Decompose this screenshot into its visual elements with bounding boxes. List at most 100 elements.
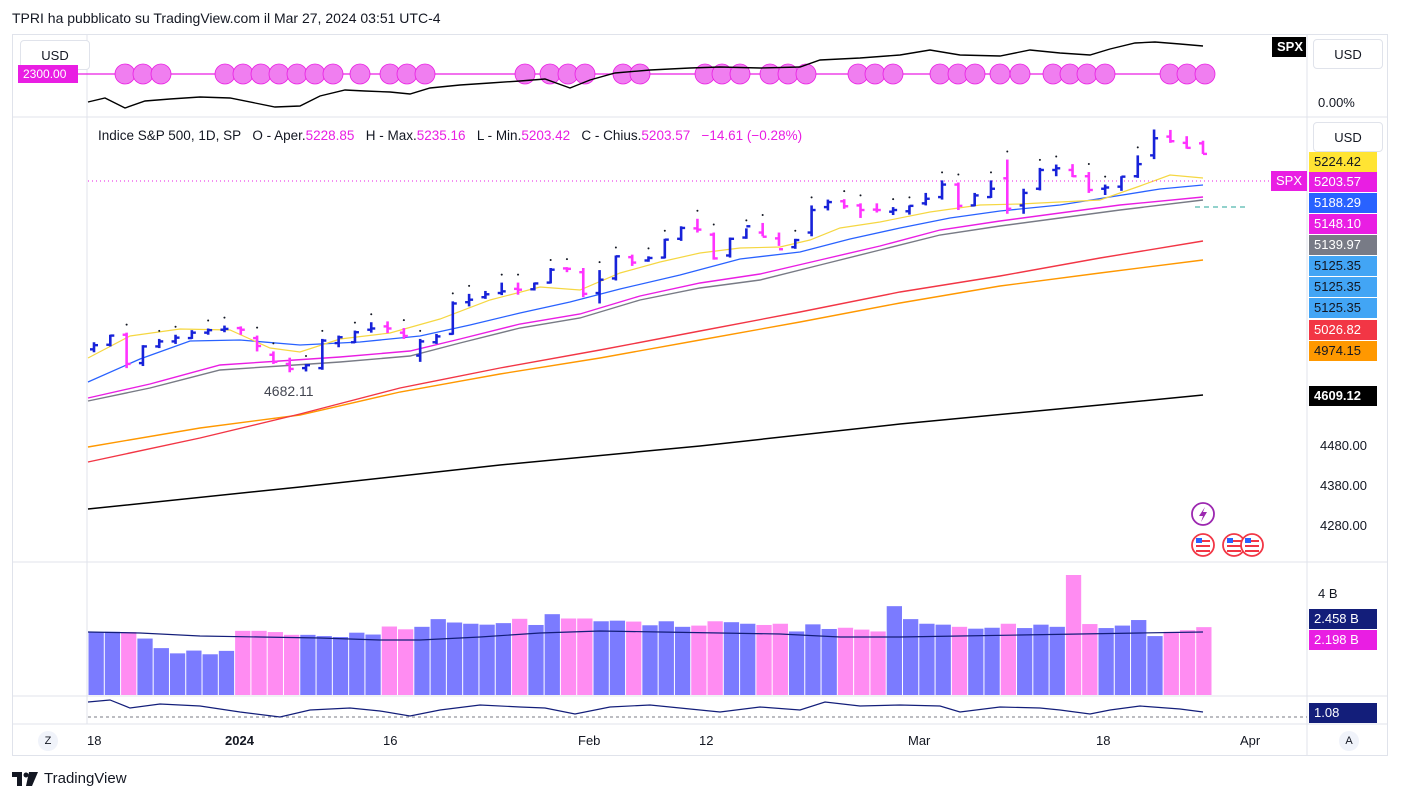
ohlc-bar [399, 328, 408, 339]
time-label-1: 18 [87, 733, 102, 748]
signal-dot [468, 284, 471, 287]
legend-low: 5203.42 [521, 128, 571, 143]
ohlc-bar [236, 326, 245, 335]
signal-circle [574, 63, 596, 85]
low-annotation: 4682.11 [264, 383, 314, 399]
ohlc-bar [595, 270, 604, 304]
signal-circle [250, 63, 272, 85]
signal-dot [941, 171, 944, 174]
ohlc-bar [954, 182, 963, 211]
ohlc-bar [220, 325, 229, 333]
volume-bar [512, 618, 528, 695]
volume-bar [674, 626, 691, 695]
ohlc-bar [1003, 159, 1012, 214]
volume-bar [218, 650, 235, 695]
legend-high-label: H - Max. [365, 128, 417, 143]
price-scale-label: 5148.10 [1309, 214, 1377, 234]
ohlc-bar [204, 328, 213, 335]
volume-bar [381, 626, 398, 695]
top-pct-label: 0.00% [1318, 95, 1355, 110]
legend-open: 5228.85 [305, 128, 355, 143]
time-label-2: 2024 [225, 733, 254, 748]
volume-bar [886, 606, 902, 695]
price-scale-label: 4609.12 [1309, 386, 1377, 406]
ohlc-bar [644, 256, 653, 262]
ma-blue-line [87, 184, 1204, 383]
volume-bar [609, 620, 626, 695]
zoom-reset-button[interactable]: Z [38, 731, 58, 751]
ohlc-bar [921, 192, 930, 206]
main-currency-button[interactable]: USD [1313, 122, 1383, 152]
signal-circle [150, 63, 172, 85]
volume-bar [398, 629, 414, 695]
signal-dots [125, 146, 1139, 357]
signal-dot [794, 229, 797, 232]
volume-bar [593, 621, 609, 695]
ohlc-bar [1117, 175, 1126, 191]
ohlc-bar [350, 330, 359, 344]
time-label-5: 12 [699, 733, 714, 748]
volume-bar [202, 654, 218, 695]
ohlc-bar [872, 203, 881, 213]
signal-dot [451, 292, 454, 295]
ohlc-bar [660, 238, 669, 259]
volume-bar [707, 621, 723, 695]
us-flag-event-icons [1191, 533, 1264, 557]
signal-dot [158, 329, 161, 332]
volume-bar [544, 614, 560, 695]
volume-bar [723, 622, 740, 695]
volume-bar [251, 630, 267, 695]
ohlc-bar [530, 282, 539, 291]
signal-circle [795, 63, 817, 85]
ohlc-bar [481, 290, 490, 299]
volume-bar [365, 634, 381, 695]
signal-dot [125, 323, 128, 326]
price-scale-label: 5125.35 [1309, 298, 1377, 318]
volume-bar [267, 632, 283, 695]
volume-axis-tick: 4 B [1318, 586, 1338, 601]
price-scale-label: 5188.29 [1309, 193, 1377, 213]
signal-dot [843, 190, 846, 193]
volume-bar [821, 628, 837, 695]
legend-open-label: O - Aper. [252, 128, 306, 143]
ohlc-bar [1150, 129, 1159, 160]
signal-circle [514, 63, 536, 85]
signal-dot [1136, 146, 1139, 149]
volume-bar [756, 624, 772, 695]
ohlc-bar [1199, 140, 1207, 156]
ohlc-bar [171, 334, 180, 344]
axis-tick-2: 4380.00 [1320, 478, 1367, 493]
axis-tick-1: 4480.00 [1320, 438, 1367, 453]
volume-bar [88, 632, 104, 695]
volume-bar [446, 622, 463, 695]
signal-dot [256, 326, 259, 329]
volume-bar [283, 634, 300, 695]
ohlc-bar [253, 335, 262, 352]
ma-yellow-line [87, 174, 1204, 359]
ohlc-bar [334, 335, 343, 348]
signal-dot [598, 261, 601, 264]
signal-circle [864, 63, 886, 85]
ohlc-bar [285, 357, 294, 373]
ohlc-bar [889, 207, 898, 216]
signal-dot [370, 313, 373, 316]
ohlc-bar [138, 345, 147, 367]
signal-dot [989, 171, 992, 174]
top-signal-circles [114, 63, 1216, 85]
volume-bar [479, 624, 495, 695]
volume-average-line [87, 630, 1204, 641]
volume-bar [837, 627, 854, 695]
osc-line [87, 699, 1204, 718]
ohlc-bar [986, 180, 995, 199]
volume-bar [772, 623, 788, 695]
top-currency-right[interactable]: USD [1313, 39, 1383, 69]
signal-circle [1076, 63, 1098, 85]
signal-circle [414, 63, 436, 85]
moving-averages [87, 174, 1204, 510]
time-label-8: Apr [1240, 733, 1261, 748]
tradingview-logo[interactable]: TradingView [12, 770, 127, 787]
ohlc-bar [465, 293, 474, 307]
ma-200-line [87, 394, 1204, 510]
auto-scale-button[interactable]: A [1339, 731, 1359, 751]
